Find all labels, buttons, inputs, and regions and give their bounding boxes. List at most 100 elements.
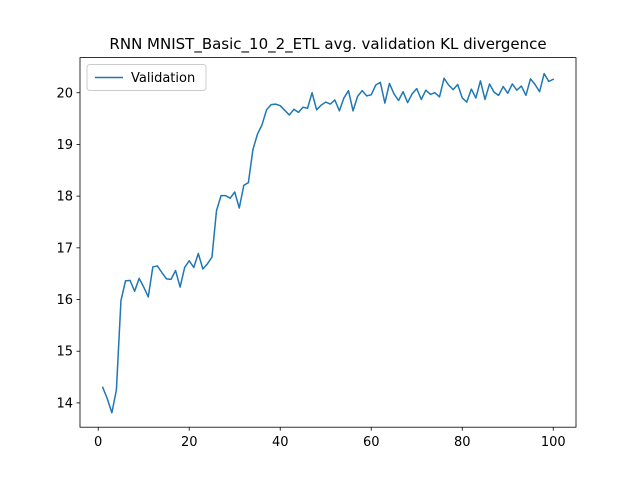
data-point — [456, 83, 459, 86]
series-line-validation — [101, 72, 555, 414]
data-point — [379, 81, 382, 84]
data-point — [170, 278, 173, 281]
data-point — [534, 83, 537, 86]
data-point — [265, 108, 268, 111]
data-point — [197, 252, 200, 255]
x-tick-label: 60 — [363, 435, 380, 450]
data-point — [483, 98, 486, 101]
data-point — [133, 290, 136, 293]
data-point — [292, 108, 295, 111]
data-point — [420, 98, 423, 101]
data-point — [452, 88, 455, 91]
y-tick-label: 19 — [56, 138, 73, 153]
data-point — [543, 72, 546, 75]
data-point — [201, 268, 204, 271]
legend: Validation — [86, 64, 207, 91]
data-point — [333, 98, 336, 101]
y-tick-label: 16 — [56, 293, 73, 308]
data-point — [424, 89, 427, 92]
data-point — [206, 262, 209, 265]
y-tick-label: 18 — [56, 190, 73, 205]
data-point — [106, 397, 109, 400]
data-point — [297, 111, 300, 114]
data-point — [311, 91, 314, 94]
data-point — [288, 113, 291, 116]
data-point — [493, 91, 496, 94]
data-point — [233, 191, 236, 194]
data-point — [315, 108, 318, 111]
chart-title: RNN MNIST_Basic_10_2_ETL avg. validation… — [109, 35, 546, 54]
data-point — [242, 184, 245, 187]
data-point — [502, 85, 505, 88]
data-point — [142, 286, 145, 289]
data-point — [115, 388, 118, 391]
data-point — [151, 265, 154, 268]
data-point — [479, 79, 482, 82]
x-tick-label: 80 — [454, 435, 471, 450]
data-point — [165, 277, 168, 280]
data-point — [392, 92, 395, 95]
data-point — [465, 101, 468, 104]
y-tick-label: 17 — [56, 241, 73, 256]
legend-label-validation: Validation — [131, 71, 195, 86]
data-point — [279, 104, 282, 107]
data-point — [247, 181, 250, 184]
data-point — [129, 279, 132, 282]
data-point — [174, 269, 177, 272]
data-point — [447, 84, 450, 87]
data-point — [515, 89, 518, 92]
data-point — [370, 93, 373, 96]
data-point — [220, 194, 223, 197]
data-point — [538, 90, 541, 93]
data-point — [352, 109, 355, 112]
x-tick-label: 100 — [541, 435, 566, 450]
data-point — [110, 411, 113, 414]
data-point — [160, 271, 163, 274]
data-point — [215, 209, 218, 212]
data-point — [488, 82, 491, 85]
data-point — [256, 133, 259, 136]
data-point — [374, 84, 377, 87]
data-point — [361, 89, 364, 92]
x-tick-label: 40 — [272, 435, 289, 450]
data-point — [411, 92, 414, 95]
legend-box — [86, 64, 207, 91]
data-point — [119, 299, 122, 302]
data-point — [229, 197, 232, 200]
plot-area — [101, 72, 555, 414]
x-tick-label: 0 — [94, 435, 102, 450]
data-point — [547, 80, 550, 83]
data-point — [529, 77, 532, 80]
data-point — [324, 101, 327, 104]
data-point — [188, 259, 191, 262]
data-point — [179, 286, 182, 289]
data-point — [388, 82, 391, 85]
axis-ticks: 0 20 40 60 80 100 14 15 16 17 18 19 20 — [56, 86, 565, 450]
data-point — [438, 95, 441, 98]
data-point — [397, 99, 400, 102]
data-point — [429, 93, 432, 96]
y-tick-label: 20 — [56, 86, 73, 101]
data-point — [342, 96, 345, 99]
data-point — [433, 91, 436, 94]
data-point — [497, 94, 500, 97]
data-point — [192, 266, 195, 269]
data-point — [347, 89, 350, 92]
data-point — [415, 87, 418, 90]
data-point — [520, 85, 523, 88]
data-point — [402, 90, 405, 93]
data-point — [356, 95, 359, 98]
data-point — [138, 277, 141, 280]
data-point — [210, 256, 213, 259]
data-point — [301, 106, 304, 109]
data-point — [406, 101, 409, 104]
data-point — [443, 77, 446, 80]
data-point — [261, 123, 264, 126]
data-point — [306, 107, 309, 110]
data-point — [283, 109, 286, 112]
data-point — [365, 94, 368, 97]
data-point — [511, 82, 514, 85]
data-point — [461, 96, 464, 99]
data-point — [329, 103, 332, 106]
